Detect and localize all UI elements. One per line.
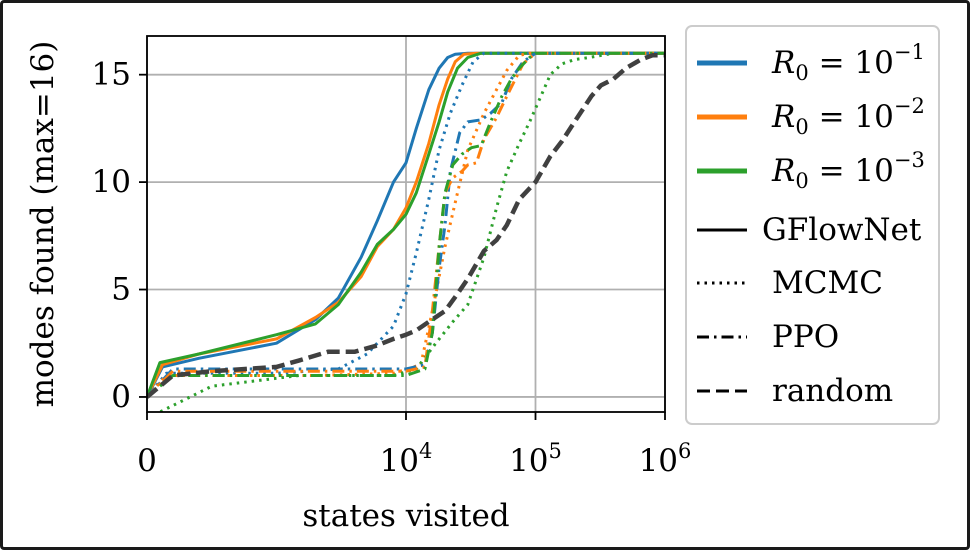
y-tick-label: 10 — [92, 164, 131, 200]
y-tick-label: 5 — [111, 272, 131, 308]
legend-label: GFlowNet — [762, 212, 922, 248]
legend-label: R0 = 10−3 — [771, 148, 925, 193]
legend-entry: R0 = 10−2 — [697, 94, 925, 139]
x-tick-label: 0 — [137, 443, 157, 479]
legend-entry: GFlowNet — [697, 212, 922, 248]
legend-label: R0 = 10−1 — [771, 40, 925, 85]
x-axis-label: states visited — [302, 498, 509, 534]
y-axis-label: modes found (max=16) — [25, 41, 61, 408]
legend-label: MCMC — [772, 265, 883, 301]
legend-entry: R0 = 10−3 — [697, 148, 925, 193]
series-ppo-1e-2 — [147, 51, 665, 399]
legend-label: R0 = 10−2 — [771, 94, 925, 139]
legend-entry: PPO — [697, 319, 839, 355]
y-tick-label: 15 — [92, 57, 131, 93]
series-ppo-1e-1 — [147, 51, 665, 399]
legend-label: PPO — [772, 319, 839, 355]
y-tick-label: 0 — [111, 379, 131, 415]
series-layer — [147, 51, 665, 412]
series-gflownet-1e-2 — [147, 51, 665, 398]
legend-entry: MCMC — [697, 265, 883, 301]
series-mcmc-1e-1 — [147, 51, 665, 398]
legend-box — [685, 25, 940, 425]
legend-label: random — [772, 373, 893, 409]
series-mcmc-1e-3 — [156, 51, 665, 412]
series-ppo-1e-3 — [147, 51, 665, 399]
grid — [146, 36, 666, 412]
x-tick-label: 104 — [380, 439, 433, 479]
x-tick-label: 106 — [639, 439, 692, 479]
legend-entry: random — [697, 373, 893, 409]
series-gflownet-1e-1 — [147, 51, 665, 398]
x-tick-label: 105 — [509, 439, 562, 479]
legend: R0 = 10−1 R0 = 10−2 R0 = 10−3 GFlowNet MCMC P… — [685, 25, 940, 425]
tick-layer: 0 104 105 106 0 5 10 15 — [92, 57, 692, 479]
series-random — [147, 53, 665, 399]
series-gflownet-1e-3 — [147, 51, 665, 398]
legend-entry: R0 = 10−1 — [697, 40, 925, 85]
